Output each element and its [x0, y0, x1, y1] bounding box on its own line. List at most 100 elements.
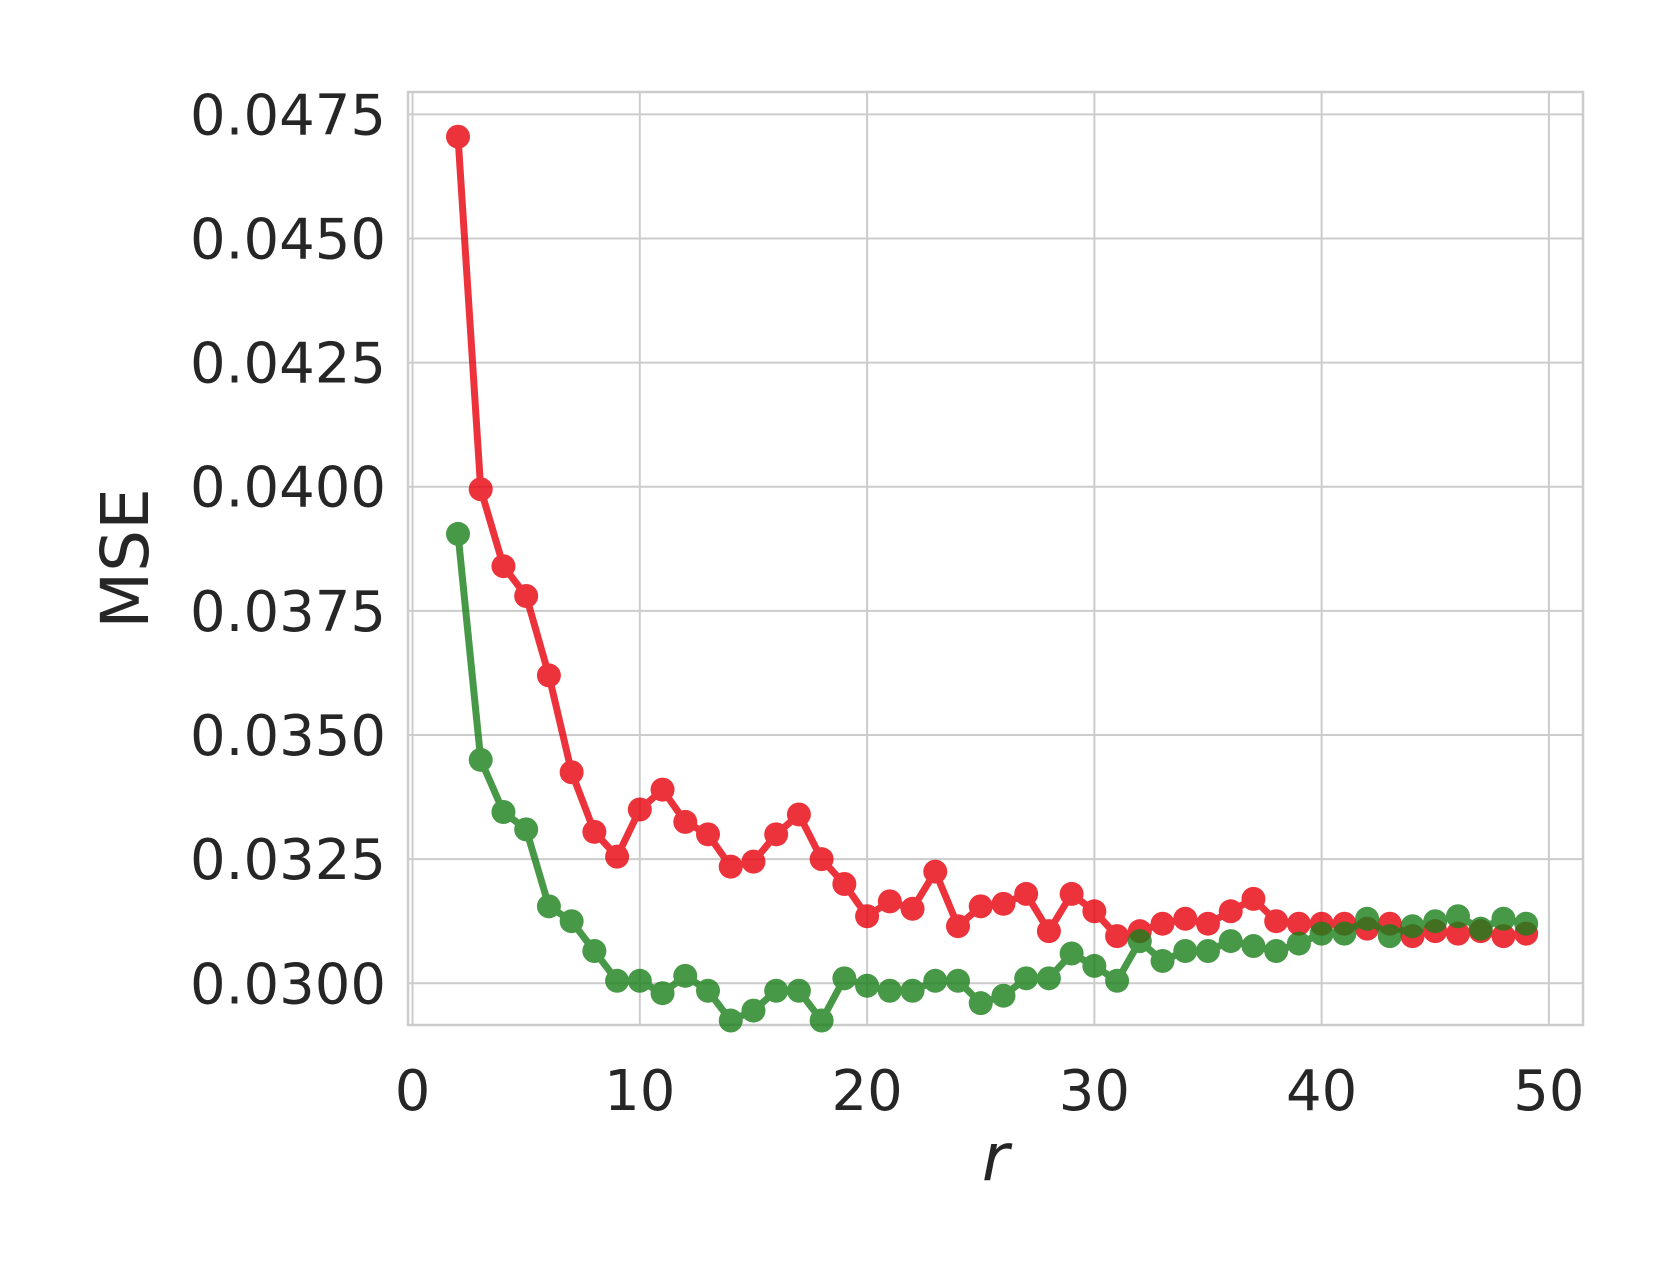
data-point [673, 963, 698, 988]
x-tick-labels: 0 10 20 30 40 50 [395, 1059, 1585, 1124]
data-point [946, 914, 970, 939]
data-point [991, 891, 1016, 916]
data-point [491, 554, 516, 579]
data-point [536, 894, 561, 919]
data-point [468, 747, 493, 772]
data-point [468, 477, 493, 502]
data-point [1014, 881, 1039, 906]
x-tick-label: 20 [831, 1059, 902, 1124]
y-tick-label: 0.0300 [190, 952, 386, 1017]
data-point [446, 124, 470, 149]
data-point [1332, 921, 1357, 946]
data-point [605, 968, 630, 993]
data-point [900, 978, 925, 1003]
data-point [1241, 934, 1266, 959]
data-point [650, 981, 675, 1006]
grid [408, 92, 1583, 1025]
data-point [1036, 919, 1061, 944]
data-point [877, 889, 902, 914]
x-tick-label: 50 [1513, 1059, 1584, 1124]
data-point [696, 822, 720, 847]
data-point [968, 894, 993, 919]
data-point [1514, 911, 1539, 936]
data-point [696, 978, 720, 1003]
data-point [514, 583, 539, 608]
data-point [1446, 904, 1470, 929]
data-point [536, 663, 561, 688]
data-point [627, 968, 652, 993]
data-point [1241, 886, 1266, 911]
y-tick-label: 0.0425 [190, 332, 386, 397]
data-point [923, 859, 948, 884]
data-point [1036, 966, 1061, 991]
data-point [1127, 929, 1152, 954]
data-point [1400, 914, 1425, 939]
y-axis-label: MSE [87, 488, 164, 629]
data-point [1105, 924, 1130, 949]
data-point [855, 904, 880, 929]
data-point [1196, 939, 1220, 964]
data-point [1105, 968, 1130, 993]
data-point [514, 817, 539, 842]
data-point [673, 809, 698, 834]
data-point [877, 978, 902, 1003]
y-tick-labels: 0.0300 0.0325 0.0350 0.0375 0.0400 0.0425 0.04… [190, 83, 386, 1017]
data-point [991, 983, 1016, 1008]
data-point [1082, 953, 1107, 978]
data-point [1082, 899, 1107, 924]
data-point [1173, 906, 1198, 931]
y-tick-label: 0.0325 [190, 828, 386, 893]
data-point [1446, 921, 1470, 946]
data-point [582, 939, 607, 964]
y-tick-label: 0.0475 [190, 83, 386, 148]
data-point [1218, 929, 1243, 954]
data-point [855, 973, 880, 998]
y-tick-label: 0.0350 [190, 704, 386, 769]
data-point [627, 797, 652, 822]
x-tick-label: 0 [395, 1059, 431, 1124]
y-tick-label: 0.0450 [190, 207, 386, 272]
data-point [1150, 911, 1175, 936]
data-point [1286, 931, 1311, 956]
data-point [582, 819, 607, 844]
data-point [786, 978, 811, 1003]
data-point [559, 760, 584, 785]
data-point [605, 844, 630, 869]
data-point [1423, 909, 1448, 934]
data-point [1264, 939, 1289, 964]
data-point [741, 998, 766, 1023]
x-axis-label: r [982, 1119, 1013, 1196]
data-point [1491, 924, 1516, 949]
data-point [786, 802, 811, 827]
series-layer [446, 124, 1539, 1033]
data-point [1059, 941, 1084, 966]
data-point [1355, 906, 1380, 931]
data-point [446, 521, 470, 546]
data-point [1468, 916, 1493, 941]
data-point [809, 847, 834, 872]
data-point [764, 822, 789, 847]
data-point [946, 968, 970, 993]
data-point [718, 854, 743, 879]
x-tick-label: 30 [1059, 1059, 1130, 1124]
data-point [764, 978, 789, 1003]
data-point [832, 871, 857, 896]
data-point [1491, 906, 1516, 931]
data-point [1218, 899, 1243, 924]
data-point [1377, 924, 1402, 949]
data-point [1196, 911, 1220, 936]
data-point [923, 968, 948, 993]
data-point [1059, 881, 1084, 906]
data-point [1309, 921, 1334, 946]
data-point [900, 896, 925, 921]
data-point [491, 799, 516, 824]
plot-frame [406, 90, 1585, 1027]
x-tick-label: 40 [1286, 1059, 1357, 1124]
data-point [968, 991, 993, 1016]
y-tick-label: 0.0375 [190, 580, 386, 645]
data-point [1173, 939, 1198, 964]
x-tick-label: 10 [604, 1059, 675, 1124]
data-point [741, 849, 766, 874]
